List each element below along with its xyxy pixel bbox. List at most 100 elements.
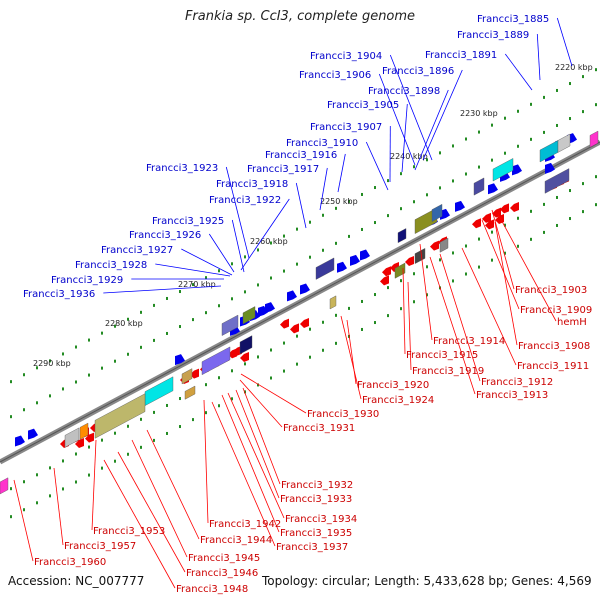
gene-label-reverse[interactable]: hemH — [557, 317, 587, 328]
gene-forward[interactable] — [488, 183, 498, 195]
feature-olive[interactable] — [242, 306, 256, 325]
feature-olive[interactable] — [394, 262, 406, 279]
gene-forward[interactable] — [440, 208, 450, 220]
feature-purple[interactable] — [221, 314, 239, 336]
gene-reverse[interactable] — [190, 368, 199, 379]
feature-gray[interactable] — [414, 247, 426, 264]
gene-label-forward[interactable]: Francci3_1906 — [299, 70, 371, 81]
gene-label-forward[interactable]: Francci3_1926 — [129, 230, 201, 241]
gene-forward[interactable] — [350, 254, 360, 266]
gene-label-reverse[interactable]: Francci3_1913 — [476, 390, 548, 401]
feature-khaki[interactable] — [94, 393, 146, 439]
gene-label-forward[interactable]: Francci3_1904 — [310, 51, 382, 62]
gene-label-forward[interactable]: Francci3_1922 — [209, 195, 281, 206]
feature-gray[interactable] — [557, 133, 571, 153]
gene-label-reverse[interactable]: Francci3_1911 — [517, 361, 589, 372]
feature-navy[interactable] — [397, 228, 407, 244]
gene-label-forward[interactable]: Francci3_1918 — [216, 179, 288, 190]
feature-pink[interactable] — [0, 477, 9, 495]
feature-purple[interactable] — [544, 168, 570, 194]
gene-label-reverse[interactable]: Francci3_1937 — [276, 542, 348, 553]
feature-purple[interactable] — [315, 257, 335, 280]
feature-gray[interactable] — [64, 427, 80, 448]
feature-purple[interactable] — [201, 346, 231, 376]
gene-label-reverse[interactable]: Francci3_1930 — [307, 409, 379, 420]
gene-label-reverse[interactable]: Francci3_1908 — [518, 341, 590, 352]
feature-orange[interactable] — [79, 422, 89, 440]
gene-reverse[interactable] — [240, 352, 249, 362]
gene-forward[interactable] — [175, 354, 185, 366]
gene-reverse[interactable] — [300, 318, 309, 328]
gene-reverse[interactable] — [75, 438, 84, 448]
gene-label-reverse[interactable]: Francci3_1945 — [188, 553, 260, 564]
gene-label-forward[interactable]: Francci3_1923 — [146, 163, 218, 174]
gene-forward[interactable] — [455, 200, 465, 212]
feature-khaki[interactable] — [184, 385, 196, 400]
gene-label-forward[interactable]: Francci3_1936 — [23, 289, 95, 300]
feature-gray[interactable] — [439, 237, 449, 253]
gene-reverse[interactable] — [405, 256, 414, 266]
gene-forward[interactable] — [512, 164, 522, 176]
gene-label-reverse[interactable]: Francci3_1944 — [200, 535, 272, 546]
gene-label-reverse[interactable]: Francci3_1914 — [433, 336, 505, 347]
gene-label-reverse[interactable]: Francci3_1903 — [515, 285, 587, 296]
gene-forward[interactable] — [287, 290, 297, 302]
gene-label-reverse[interactable]: Francci3_1935 — [280, 528, 352, 539]
gene-label-reverse[interactable]: Francci3_1946 — [186, 568, 258, 579]
gene-label-reverse[interactable]: Francci3_1933 — [280, 494, 352, 505]
gene-label-reverse[interactable]: Francci3_1924 — [362, 395, 434, 406]
gene-label-reverse[interactable]: Francci3_1909 — [520, 305, 592, 316]
gene-label-reverse[interactable]: Francci3_1942 — [209, 519, 281, 530]
feature-khaki[interactable] — [181, 368, 193, 385]
gene-reverse[interactable] — [510, 202, 519, 212]
gene-label-reverse[interactable]: Francci3_1948 — [176, 584, 248, 595]
gene-label-forward[interactable]: Francci3_1928 — [75, 260, 147, 271]
feature-navy[interactable] — [239, 335, 253, 355]
gene-reverse[interactable] — [280, 318, 289, 329]
gene-label-reverse[interactable]: Francci3_1960 — [34, 557, 106, 568]
gene-label-forward[interactable]: Francci3_1910 — [286, 138, 358, 149]
gene-label-forward[interactable]: Francci3_1925 — [152, 216, 224, 227]
gene-forward[interactable] — [28, 428, 38, 440]
gene-label-reverse[interactable]: Francci3_1919 — [412, 366, 484, 377]
gene-label-forward[interactable]: Francci3_1891 — [425, 50, 497, 61]
feature-purple[interactable] — [473, 177, 485, 196]
gene-forward[interactable] — [337, 261, 347, 273]
gene-label-forward[interactable]: Francci3_1929 — [51, 275, 123, 286]
gene-reverse[interactable] — [290, 323, 299, 334]
gene-reverse[interactable] — [382, 266, 391, 277]
gene-label-forward[interactable]: Francci3_1905 — [327, 100, 399, 111]
feature-blue[interactable] — [431, 203, 443, 222]
gene-forward[interactable] — [360, 249, 370, 261]
gene-forward[interactable] — [545, 162, 555, 174]
gene-label-reverse[interactable]: Francci3_1931 — [283, 423, 355, 434]
gene-reverse[interactable] — [485, 219, 494, 230]
feature-khaki[interactable] — [329, 295, 337, 310]
gene-label-forward[interactable]: Francci3_1907 — [310, 122, 382, 133]
gene-forward[interactable] — [265, 302, 275, 314]
gene-label-forward[interactable]: Francci3_1896 — [382, 66, 454, 77]
gene-reverse[interactable] — [472, 218, 481, 229]
gene-label-forward[interactable]: Francci3_1927 — [101, 245, 173, 256]
gene-reverse[interactable] — [482, 212, 491, 223]
gene-label-reverse[interactable]: Francci3_1920 — [357, 380, 429, 391]
gene-label-reverse[interactable]: Francci3_1934 — [285, 514, 357, 525]
gene-label-forward[interactable]: Francci3_1916 — [265, 150, 337, 161]
gene-reverse[interactable] — [233, 345, 242, 356]
gene-reverse[interactable] — [430, 240, 439, 251]
gene-label-forward[interactable]: Francci3_1885 — [477, 14, 549, 25]
gene-label-reverse[interactable]: Francci3_1915 — [406, 350, 478, 361]
gene-forward[interactable] — [15, 435, 25, 447]
feature-olive[interactable] — [414, 207, 438, 235]
gene-reverse[interactable] — [380, 275, 389, 286]
gene-label-forward[interactable]: Francci3_1898 — [368, 86, 440, 97]
gene-label-reverse[interactable]: Francci3_1953 — [93, 526, 165, 537]
feature-cyan[interactable] — [492, 158, 514, 182]
gene-label-reverse[interactable]: Francci3_1932 — [281, 480, 353, 491]
gene-reverse[interactable] — [85, 432, 94, 443]
gene-forward[interactable] — [300, 283, 310, 295]
gene-label-reverse[interactable]: Francci3_1957 — [64, 541, 136, 552]
gene-label-forward[interactable]: Francci3_1889 — [457, 30, 529, 41]
feature-pink[interactable] — [589, 130, 599, 148]
gene-label-reverse[interactable]: Francci3_1912 — [481, 377, 553, 388]
